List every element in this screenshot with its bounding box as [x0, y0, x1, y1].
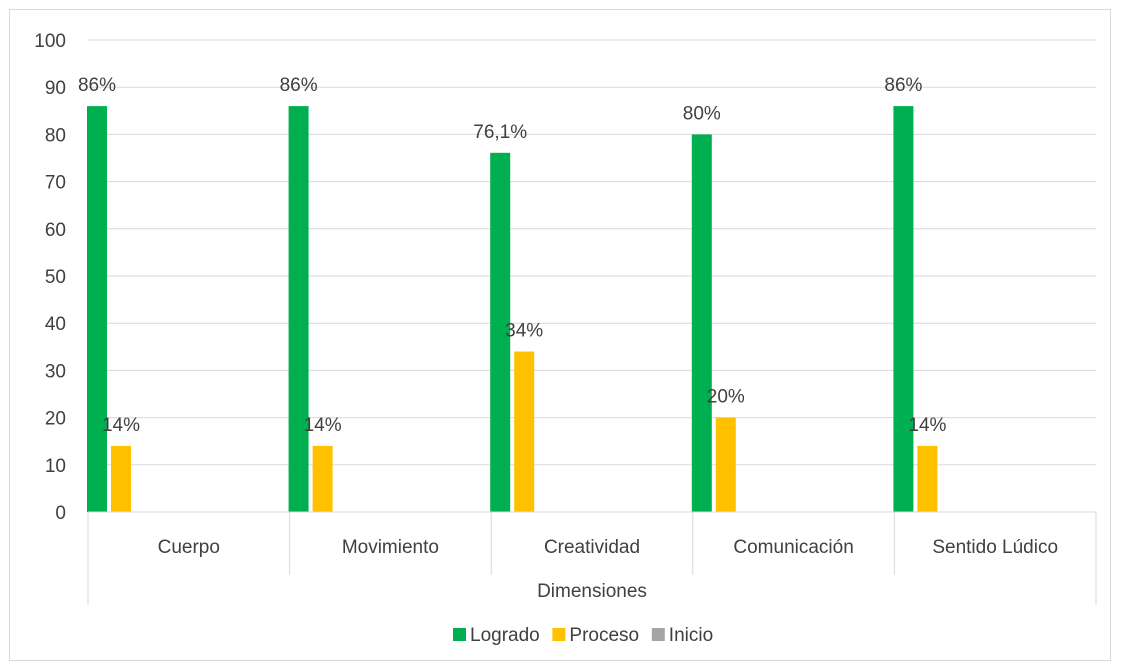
- y-tick-label: 80: [45, 125, 66, 146]
- bar-logrado: [893, 106, 914, 512]
- x-tick-label: Sentido Lúdico: [932, 537, 1058, 558]
- y-tick-label: 10: [45, 456, 66, 477]
- y-tick-label: 30: [45, 361, 66, 382]
- data-label: 86%: [884, 75, 922, 96]
- legend-label: Logrado: [470, 625, 540, 646]
- y-tick-label: 50: [45, 267, 66, 288]
- data-label: 14%: [304, 415, 342, 436]
- y-tick-label: 70: [45, 173, 66, 194]
- legend-swatch-logrado: [453, 628, 466, 641]
- data-label: 80%: [683, 103, 721, 124]
- gridlines: [88, 39, 1096, 466]
- y-tick-label: 100: [34, 31, 66, 52]
- y-tick-label: 20: [45, 409, 66, 430]
- bar-logrado: [490, 152, 511, 513]
- legend: Logrado Proceso Inicio: [453, 625, 713, 646]
- x-tick-label: Cuerpo: [158, 537, 220, 558]
- data-label: 86%: [280, 75, 318, 96]
- bar-logrado: [691, 134, 712, 512]
- y-tick-label: 40: [45, 314, 66, 335]
- bar-logrado: [87, 106, 107, 512]
- legend-swatch-proceso: [552, 628, 566, 641]
- legend-label: Inicio: [669, 625, 713, 646]
- bar-logrado: [288, 106, 309, 512]
- chart-frame: [9, 9, 1111, 661]
- bar-proceso: [514, 351, 535, 512]
- data-label: 34%: [505, 321, 543, 342]
- bar-proceso: [111, 445, 131, 512]
- axes: 0 10 20 30 40 50 60 70 80 90 100 Cuerpo Movimiento Cr…: [34, 31, 1097, 605]
- data-label: 20%: [707, 387, 745, 408]
- data-label: 14%: [102, 415, 140, 436]
- data-label: 76,1%: [473, 122, 527, 143]
- bar-proceso: [715, 417, 736, 512]
- x-tick-label: Creatividad: [544, 537, 640, 558]
- x-tick-label: Comunicación: [733, 537, 853, 558]
- data-label: 86%: [78, 75, 116, 96]
- y-tick-label: 90: [45, 78, 66, 99]
- y-tick-label: 0: [55, 503, 66, 524]
- data-label: 14%: [908, 415, 946, 436]
- data-labels: 86% 14% 86% 14% 76,1% 34% 80% 20% 86% 14%: [78, 75, 947, 436]
- legend-swatch-inicio: [651, 628, 665, 641]
- y-tick-label: 60: [45, 220, 66, 241]
- x-axis-title: Dimensiones: [537, 581, 647, 602]
- legend-label: Proceso: [569, 625, 639, 646]
- x-tick-label: Movimiento: [342, 537, 439, 558]
- bar-proceso: [312, 445, 333, 512]
- bar-proceso: [917, 445, 938, 512]
- bars: [87, 106, 938, 513]
